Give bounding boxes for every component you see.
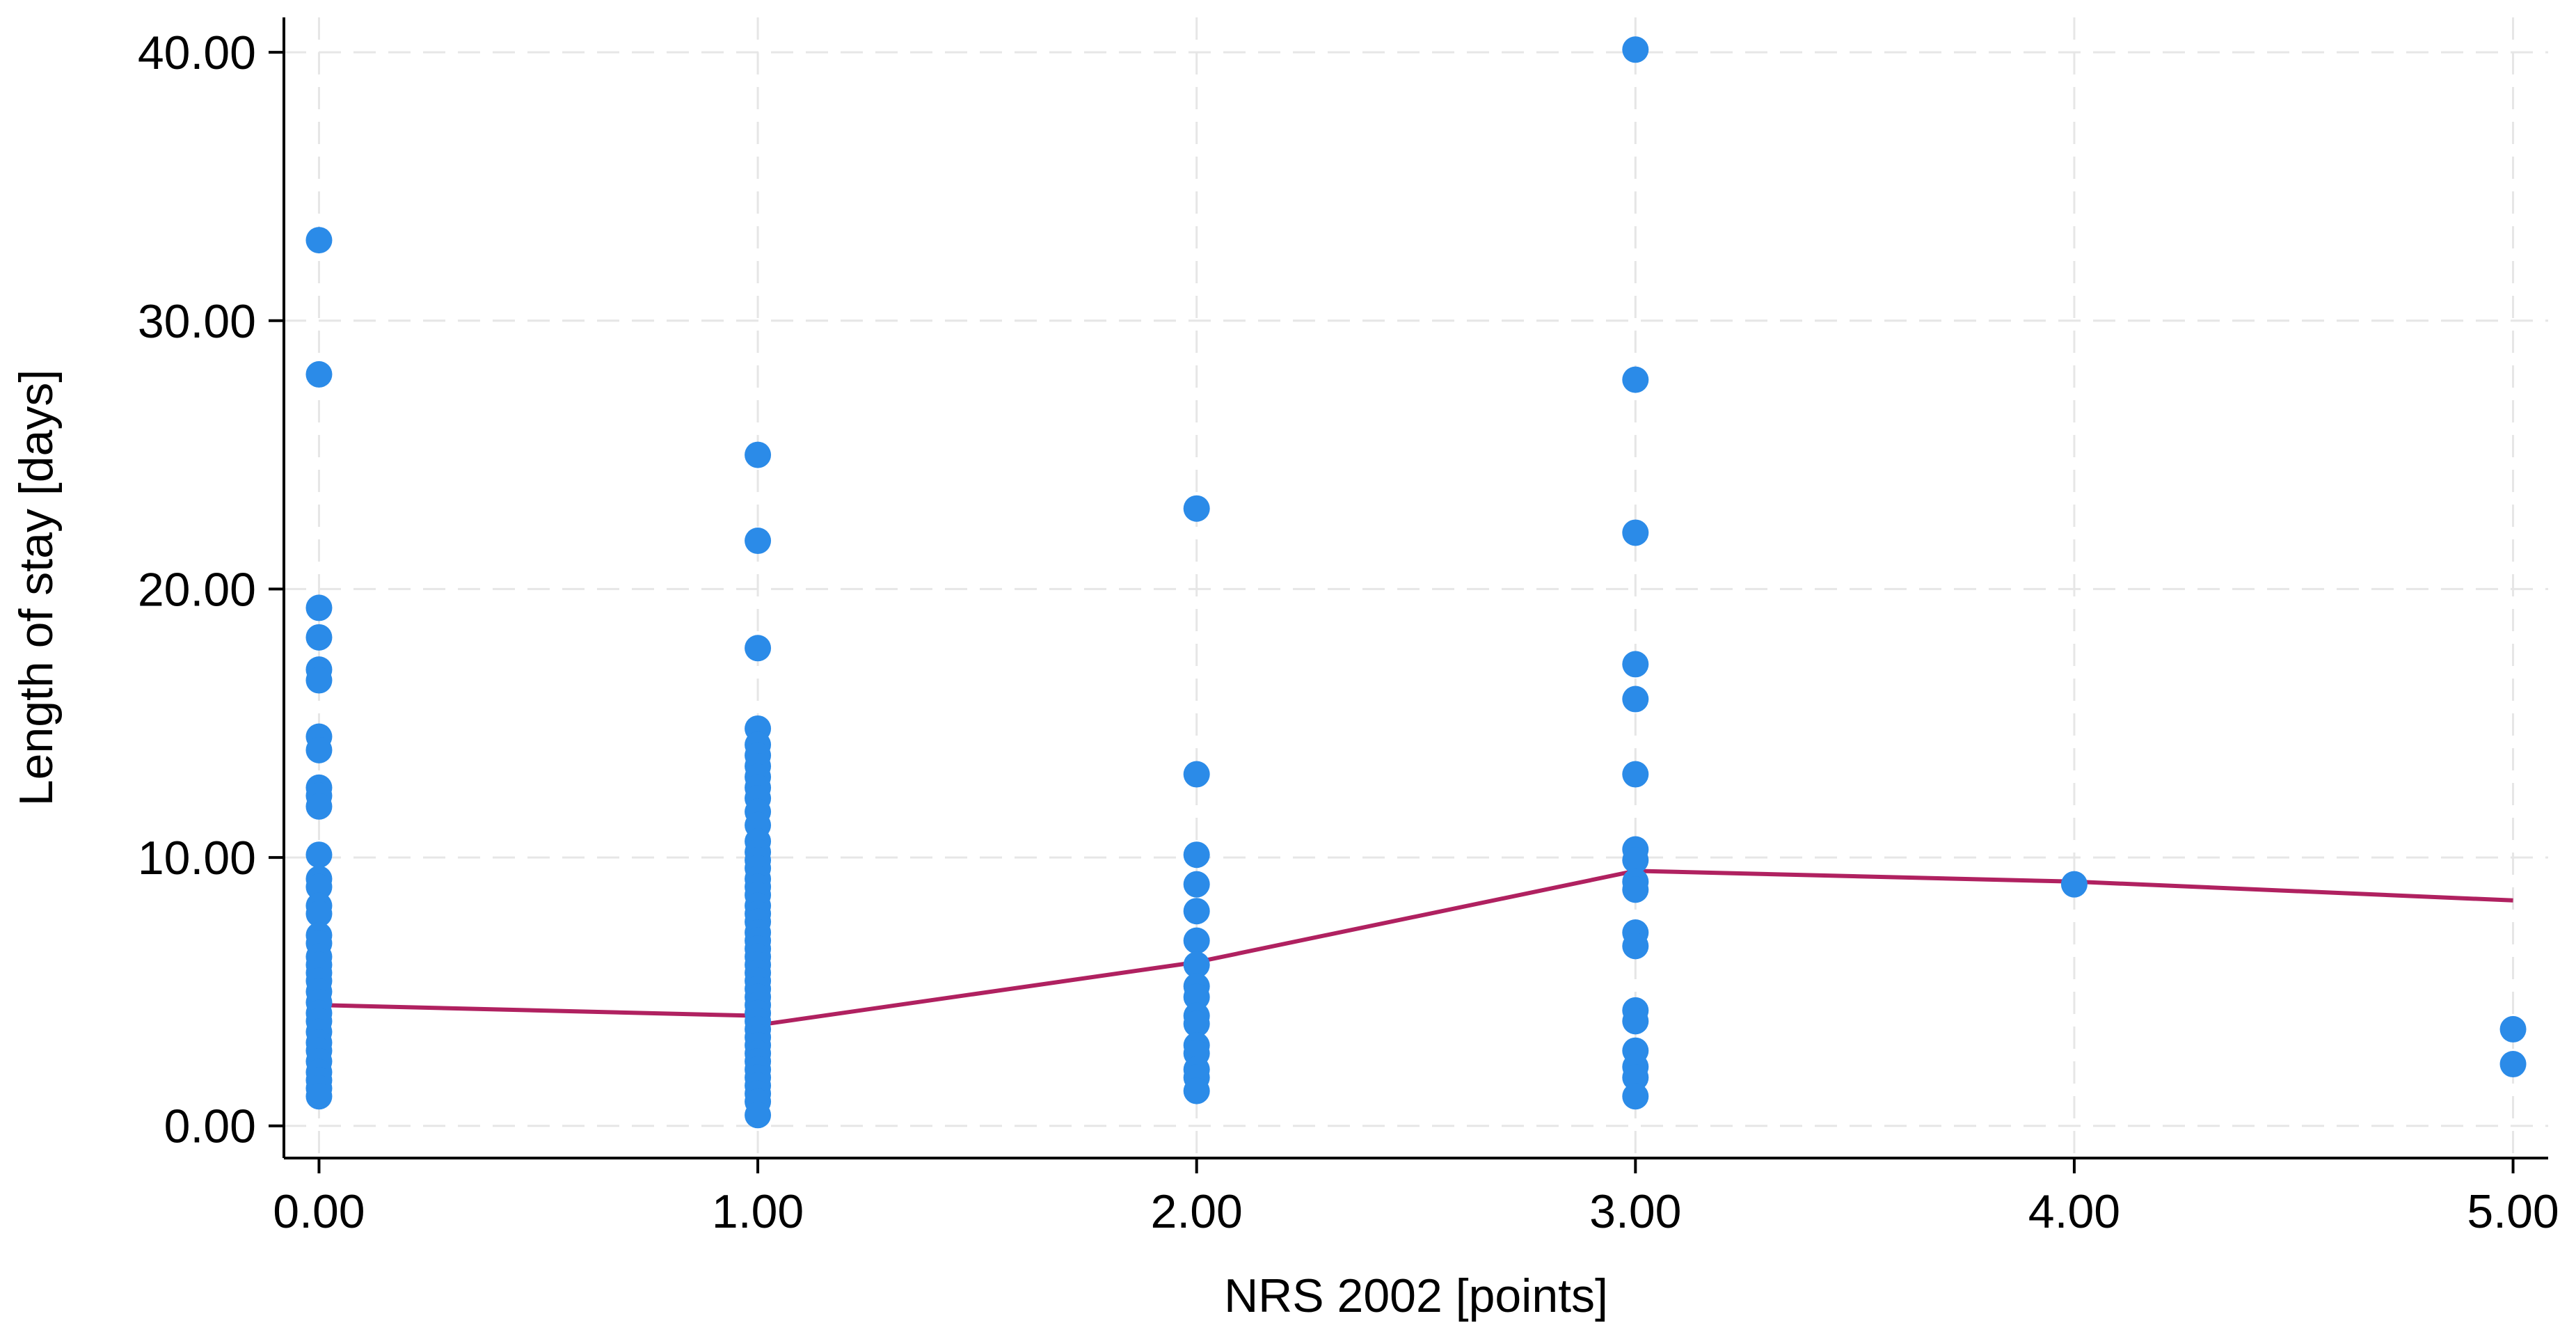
ticks: 0.00 1.00 2.00 3.00 4.00 5.00 0.00 10.00 20.00 30… [138,26,2559,1238]
data-point [1183,1011,1210,1038]
gridlines [284,17,2548,1158]
x-tick-label: 4.00 [2028,1185,2120,1238]
data-point [305,667,333,694]
data-point [745,441,772,468]
x-tick-label: 5.00 [2467,1185,2559,1238]
data-point [1183,841,1210,869]
data-point [2060,871,2088,898]
data-point [305,594,333,621]
data-point [305,227,333,254]
data-points [305,36,2527,1129]
data-point [1183,951,1210,978]
data-point [1622,876,1649,903]
data-point [1622,933,1649,960]
x-tick-label: 1.00 [712,1185,804,1238]
data-point [1183,495,1210,522]
y-axis-title: Length of stay [days] [10,370,63,807]
y-tick-label: 0.00 [164,1100,256,1153]
data-point [2499,1015,2527,1043]
x-axis-title: NRS 2002 [points] [1224,1269,1608,1322]
data-point [1622,36,1649,63]
data-point [1183,1077,1210,1104]
data-point [305,360,333,388]
x-tick-label: 3.00 [1589,1185,1681,1238]
axes [283,17,2548,1159]
data-point [1622,519,1649,546]
trend-line [319,869,2513,1027]
data-point [1622,1083,1649,1110]
data-point [1622,761,1649,788]
y-tick-label: 10.00 [138,832,256,885]
data-point [1622,1064,1649,1091]
data-point [1183,898,1210,925]
data-point [305,873,333,901]
y-tick-label: 40.00 [138,26,256,79]
data-point [305,841,333,869]
data-point [1183,983,1210,1011]
y-tick-label: 30.00 [138,295,256,348]
data-point [1622,1008,1649,1035]
data-point [745,635,772,662]
data-point [745,528,772,555]
data-point [305,901,333,928]
data-point [1622,651,1649,678]
data-point [305,793,333,820]
data-point [1622,686,1649,713]
x-tick-label: 0.00 [273,1185,365,1238]
x-tick-label: 2.00 [1151,1185,1243,1238]
data-point [305,624,333,651]
data-point [745,1102,772,1129]
data-point [1183,761,1210,788]
data-point [305,1083,333,1110]
data-point [1183,871,1210,898]
data-point [1622,366,1649,393]
data-point [2499,1051,2527,1078]
y-tick-label: 20.00 [138,563,256,616]
trend-line-group [319,869,2513,1027]
data-point [305,736,333,763]
data-point [1183,927,1210,954]
data-point [1622,846,1649,873]
